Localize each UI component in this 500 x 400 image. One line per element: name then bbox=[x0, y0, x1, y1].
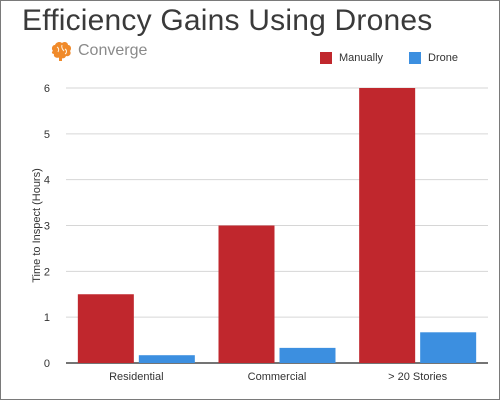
bar-drone-0 bbox=[138, 355, 195, 363]
bar-manually-1 bbox=[218, 225, 275, 363]
brand-logo: Converge bbox=[50, 41, 147, 61]
y-tick-label: 2 bbox=[44, 266, 50, 278]
y-tick-label: 1 bbox=[44, 312, 50, 324]
legend-label-manually: Manually bbox=[339, 52, 384, 64]
y-tick-label: 3 bbox=[44, 221, 50, 233]
y-tick-label: 6 bbox=[44, 83, 50, 95]
y-tick-label: 4 bbox=[44, 175, 50, 187]
bar-drone-1 bbox=[279, 347, 336, 363]
legend-item-manually: Manually bbox=[320, 52, 383, 64]
legend-swatch-manually bbox=[320, 52, 332, 64]
x-tick-label: Residential bbox=[109, 371, 163, 383]
legend-item-drone: Drone bbox=[409, 52, 458, 64]
x-tick-label: Commercial bbox=[248, 371, 307, 383]
chart-title: Efficiency Gains Using Drones bbox=[22, 4, 433, 37]
brand-name: Converge bbox=[78, 42, 148, 59]
bar-manually-2 bbox=[359, 88, 416, 363]
chart-legend: Manually Drone bbox=[320, 52, 484, 64]
legend-swatch-drone bbox=[409, 52, 422, 64]
legend-label-drone: Drone bbox=[428, 52, 458, 64]
y-tick-label: 0 bbox=[44, 358, 50, 370]
bar-drone-2 bbox=[420, 332, 477, 363]
y-tick-label: 5 bbox=[44, 129, 50, 141]
y-axis-label: Time to Inspect (Hours) bbox=[31, 168, 43, 283]
x-tick-label: > 20 Stories bbox=[388, 371, 448, 383]
bar-manually-0 bbox=[77, 294, 134, 363]
brain-icon bbox=[51, 41, 72, 61]
